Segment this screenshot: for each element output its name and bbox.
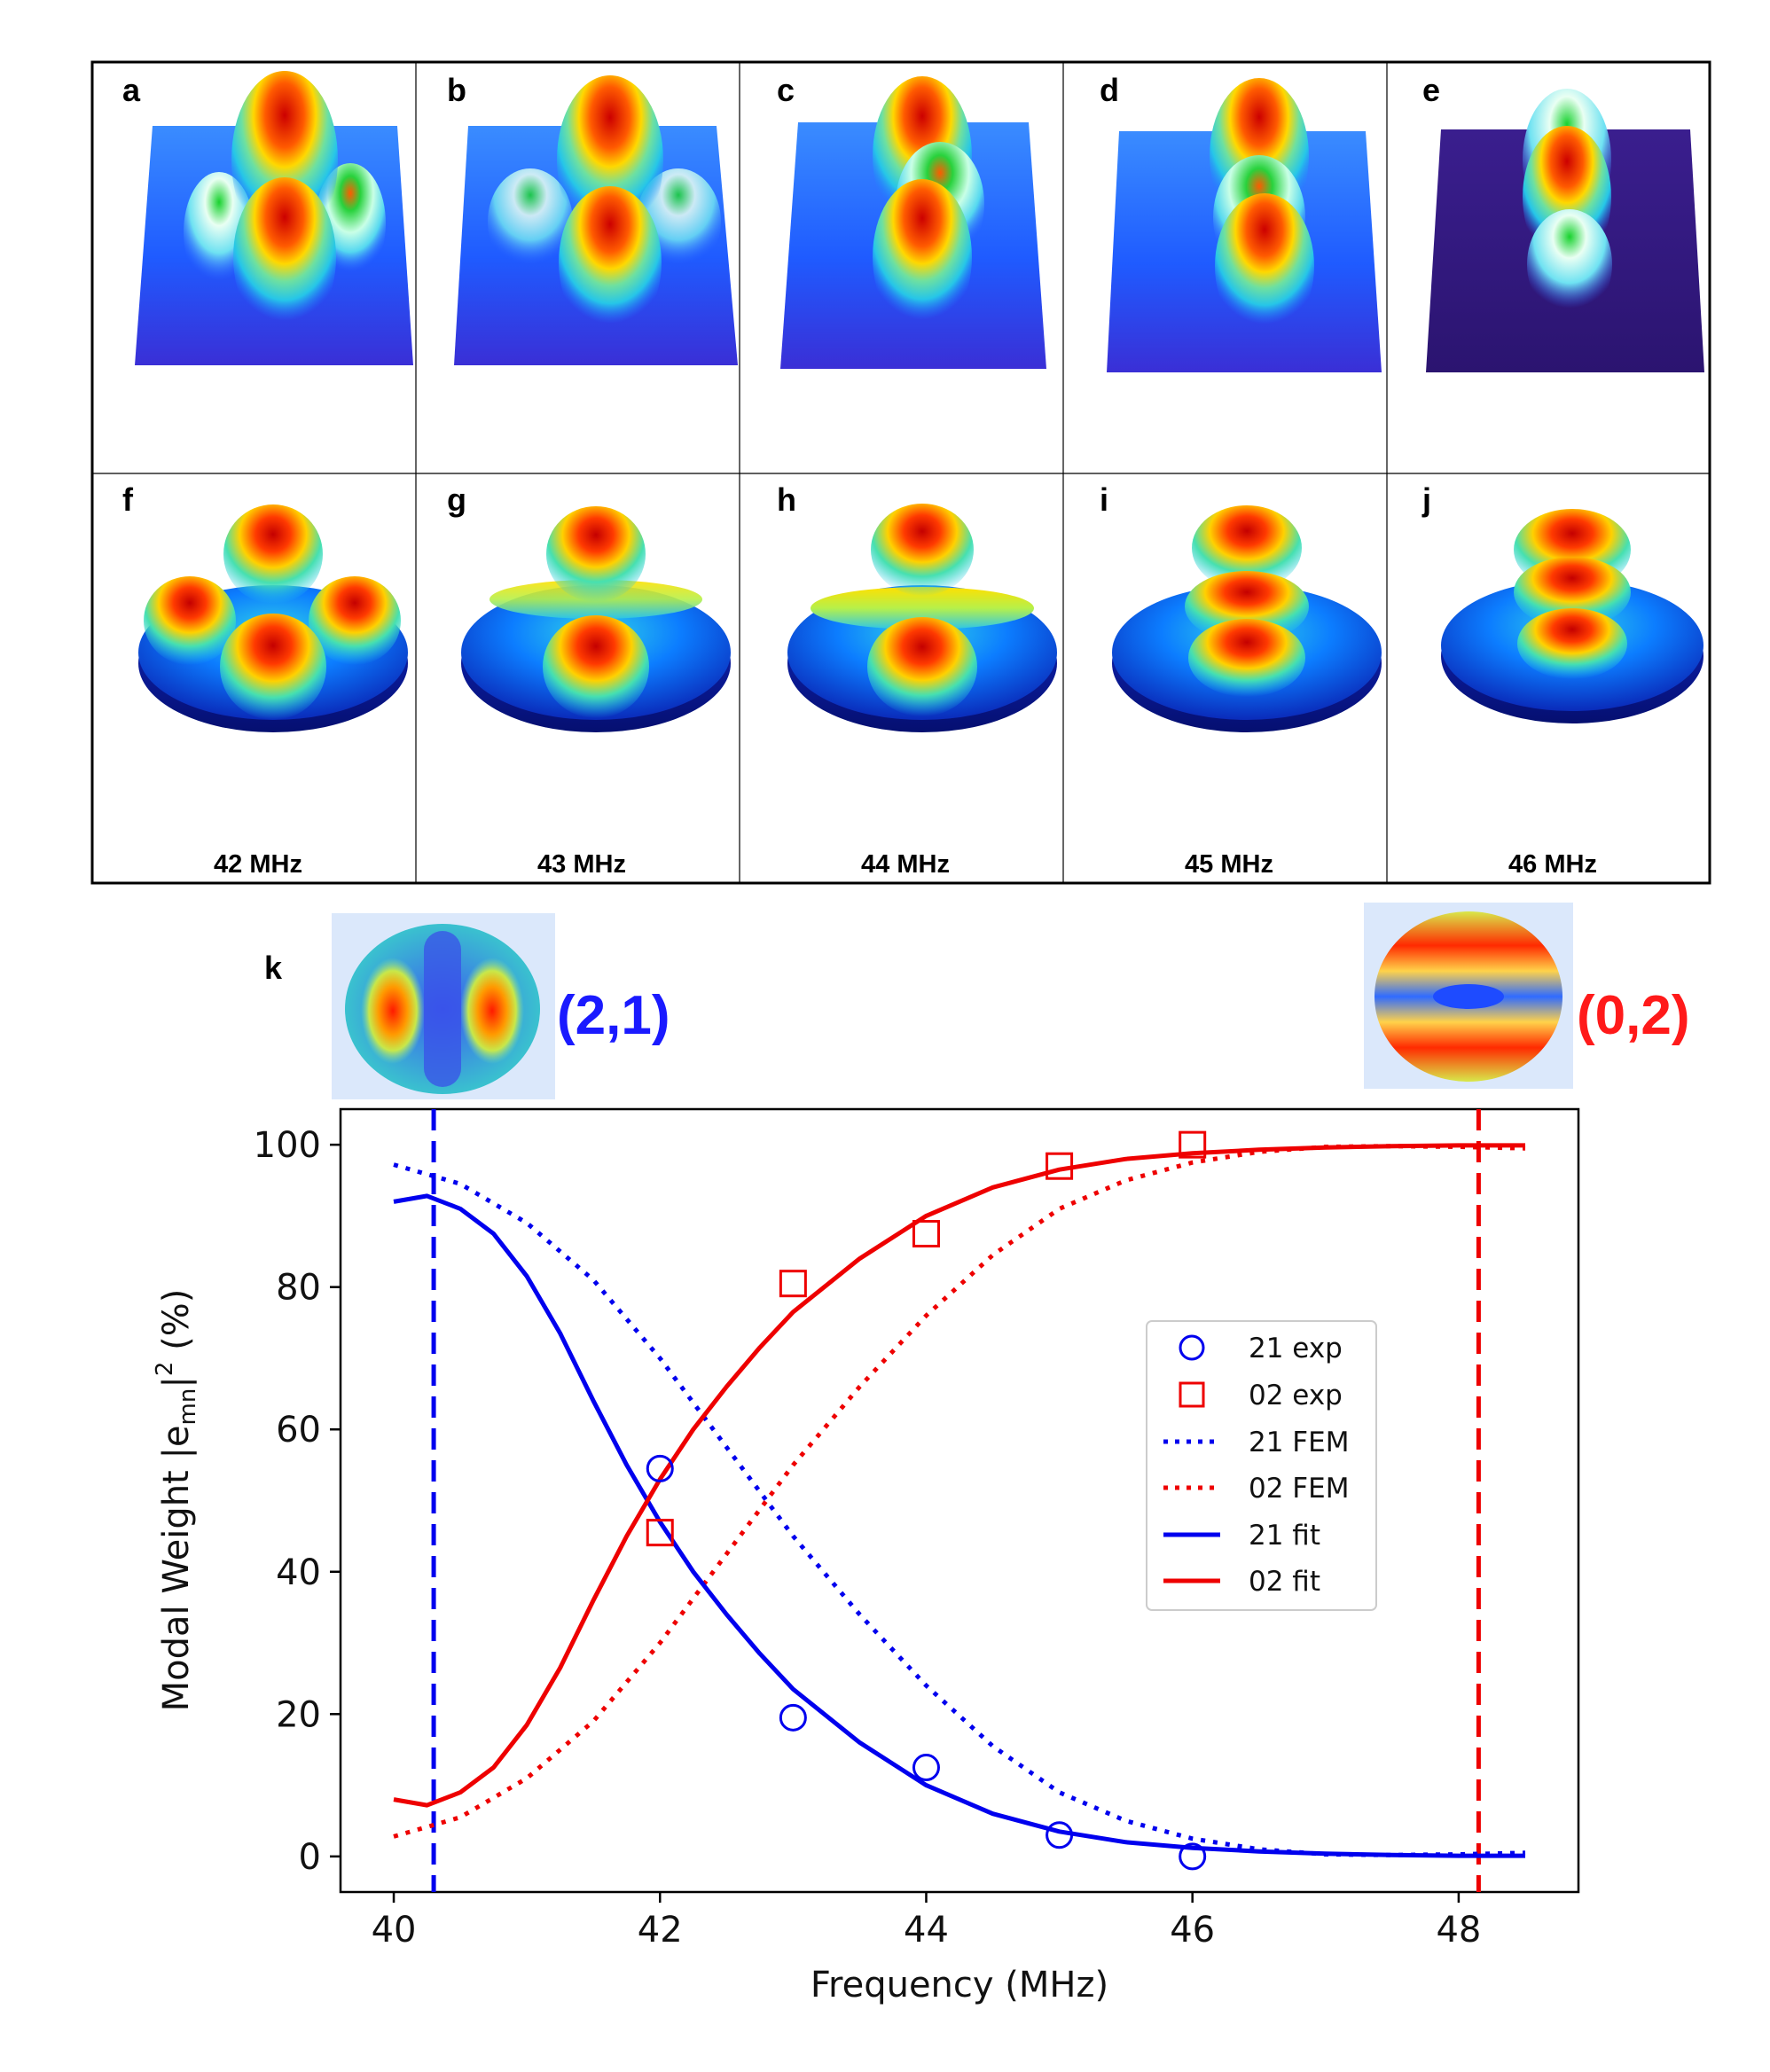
data-point-21-exp xyxy=(1179,1842,1207,1871)
panel-letter-j: j xyxy=(1421,481,1431,518)
legend-label-02-fit: 02 fit xyxy=(1249,1566,1320,1598)
mode-insets: k (2,1) (0,2) xyxy=(264,903,1689,1099)
panel-letter-h: h xyxy=(777,481,796,518)
panel-letter-e: e xyxy=(1422,72,1440,108)
frequency-label: 45 MHz xyxy=(1185,850,1273,879)
measured-surface-e xyxy=(1426,89,1704,372)
y-label-unit: (%) xyxy=(156,1289,197,1362)
y-label-prefix: Modal Weight |e xyxy=(156,1425,197,1711)
legend-label-21-fem: 21 FEM xyxy=(1249,1427,1349,1458)
legend-swatch-02-exp xyxy=(1179,1381,1205,1408)
frequency-label: 46 MHz xyxy=(1508,850,1597,879)
measured-surface-a xyxy=(135,71,413,365)
frequency-label: 44 MHz xyxy=(861,850,950,879)
data-point-21-exp xyxy=(646,1454,674,1482)
panel-letter-f: f xyxy=(122,481,134,518)
data-point-21-exp xyxy=(912,1754,940,1782)
legend: 21 exp 02 exp 21 FEM 02 FEM 21 fit 02 fi… xyxy=(1146,1320,1377,1611)
fem-surface-f xyxy=(138,504,408,732)
y-axis-label: Modal Weight |emn|2 (%) xyxy=(152,1289,201,1712)
modal-weight-chart: 40 42 44 46 48 0 20 40 60 80 100 Frequency (MHz) M… xyxy=(152,1107,1580,2006)
y-label-subscript: mn xyxy=(175,1388,201,1426)
series-line-21-fit xyxy=(393,1193,1525,1858)
x-tick-label: 40 xyxy=(372,1910,417,1951)
frequency-label: 43 MHz xyxy=(537,850,626,879)
data-point-21-exp xyxy=(1046,1821,1074,1849)
legend-label-02-exp: 02 exp xyxy=(1249,1380,1343,1411)
panel-grid: a b c d e f g h i j 42 MHz 43 MHz 44 MHz… xyxy=(90,60,1711,885)
fem-surface-g xyxy=(461,506,731,732)
mode-02-label: (0,2) xyxy=(1577,985,1689,1046)
y-tick-label: 0 xyxy=(299,1837,321,1878)
frequency-label: 42 MHz xyxy=(214,850,302,879)
panel-letter-c: c xyxy=(777,72,795,108)
data-point-02-exp xyxy=(1046,1152,1074,1180)
fem-surface-h xyxy=(787,504,1057,732)
y-label-superscript: 2 xyxy=(152,1362,178,1377)
plot-area xyxy=(339,1107,1580,1894)
data-point-02-exp xyxy=(779,1270,807,1298)
data-point-21-exp xyxy=(779,1703,807,1732)
panel-letter-i: i xyxy=(1100,481,1108,518)
mode-21-inset xyxy=(332,913,555,1099)
x-axis-label: Frequency (MHz) xyxy=(811,1965,1108,2006)
measured-surface-b xyxy=(454,75,738,365)
series-markers xyxy=(646,1130,1207,1871)
axis-ticks: 40 42 44 46 48 0 20 40 60 80 100 xyxy=(254,1125,1482,1951)
measured-surface-c xyxy=(780,76,1046,369)
data-point-02-exp xyxy=(1179,1130,1207,1159)
legend-label-21-fit: 21 fit xyxy=(1249,1520,1320,1552)
fem-surface-i xyxy=(1112,505,1382,732)
legend-label-02-fem: 02 FEM xyxy=(1249,1473,1349,1505)
legend-label-21-exp: 21 exp xyxy=(1249,1333,1343,1364)
mode-02-inset xyxy=(1364,903,1573,1089)
y-tick-label: 100 xyxy=(254,1125,321,1166)
data-point-02-exp xyxy=(912,1219,940,1247)
y-label-bar: | xyxy=(156,1376,197,1388)
panel-letter-k: k xyxy=(264,950,283,986)
fem-surface-j xyxy=(1441,509,1703,723)
mode-21-label: (2,1) xyxy=(557,985,670,1046)
legend-swatch-21-exp xyxy=(1179,1334,1205,1361)
reference-lines xyxy=(431,1109,1481,1892)
series-lines xyxy=(393,1143,1526,1858)
x-tick-label: 46 xyxy=(1170,1910,1215,1951)
panel-letter-g: g xyxy=(447,481,466,518)
y-tick-label: 60 xyxy=(276,1410,321,1450)
y-tick-label: 80 xyxy=(276,1268,321,1309)
data-point-02-exp xyxy=(646,1519,674,1547)
x-tick-label: 44 xyxy=(904,1910,949,1951)
series-line-02-fit xyxy=(393,1143,1525,1808)
panel-frame xyxy=(90,60,1711,885)
panel-letter-a: a xyxy=(122,72,141,108)
x-tick-label: 42 xyxy=(638,1910,683,1951)
y-tick-label: 20 xyxy=(276,1694,321,1735)
measured-surface-d xyxy=(1107,78,1382,372)
panel-letter-b: b xyxy=(447,72,466,108)
y-tick-label: 40 xyxy=(276,1552,321,1593)
x-tick-label: 48 xyxy=(1436,1910,1481,1951)
panel-letter-d: d xyxy=(1100,72,1119,108)
